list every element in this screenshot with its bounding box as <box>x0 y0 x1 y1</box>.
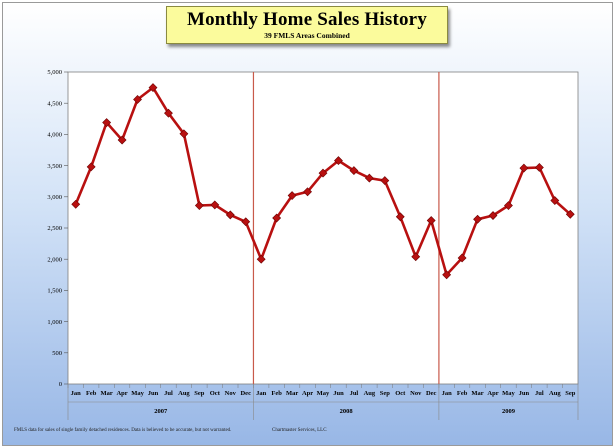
data-point <box>411 252 421 262</box>
data-point <box>380 176 390 186</box>
y-tick-label: 5,000 <box>47 69 62 76</box>
y-tick-label: 1,000 <box>47 319 62 326</box>
data-point <box>395 212 405 222</box>
data-point <box>86 162 96 172</box>
x-tick-label: Oct <box>210 390 221 397</box>
x-tick-label: May <box>131 390 144 397</box>
x-tick-label: Feb <box>271 390 282 397</box>
year-label: 2008 <box>340 408 354 415</box>
y-tick-label: 1,500 <box>47 288 62 295</box>
x-tick-label: Sep <box>380 390 391 397</box>
data-point <box>272 213 282 223</box>
footnote-source: FMLS data for sales of single family det… <box>14 428 232 433</box>
x-tick-label: Jun <box>333 390 344 397</box>
x-tick-label: Apr <box>302 390 313 397</box>
data-point <box>179 129 189 139</box>
data-point <box>364 173 374 183</box>
x-tick-label: Sep <box>565 390 576 397</box>
data-point <box>225 210 235 220</box>
x-tick-label: Sep <box>194 390 205 397</box>
data-point <box>488 211 498 220</box>
data-point <box>117 135 127 145</box>
x-tick-label: May <box>502 390 515 397</box>
data-point <box>303 187 312 197</box>
x-tick-label: Dec <box>426 390 437 397</box>
x-tick-label: Aug <box>364 390 376 397</box>
x-tick-label: Jul <box>350 390 359 397</box>
data-point <box>133 95 142 104</box>
x-tick-label: Mar <box>286 390 298 397</box>
footnote-credit: Chartmaster Services, LLC <box>272 428 327 433</box>
y-tick-label: 0 <box>59 381 62 388</box>
data-point <box>565 209 575 219</box>
x-tick-label: Mar <box>471 390 483 397</box>
data-point <box>71 199 81 209</box>
y-tick-label: 2,000 <box>47 256 62 263</box>
year-label: 2009 <box>502 408 516 415</box>
y-tick-label: 3,000 <box>47 194 62 201</box>
data-point <box>442 270 452 280</box>
data-point <box>210 200 220 210</box>
y-tick-label: 2,500 <box>47 225 62 232</box>
x-tick-label: Jul <box>164 390 173 397</box>
data-point <box>426 216 436 225</box>
data-point <box>457 253 467 263</box>
data-point <box>349 166 359 176</box>
x-tick-label: Dec <box>240 390 251 397</box>
data-point <box>287 191 297 200</box>
x-tick-label: May <box>317 390 330 397</box>
x-tick-label: Nov <box>410 390 422 397</box>
x-tick-label: Oct <box>395 390 406 397</box>
data-point <box>148 83 158 93</box>
plot-background <box>67 71 579 385</box>
data-point <box>334 156 343 166</box>
x-tick-label: Apr <box>487 390 498 397</box>
data-point <box>194 201 204 210</box>
x-tick-label: Nov <box>225 390 237 397</box>
data-point <box>241 217 251 227</box>
chart-title: Monthly Home Sales History <box>186 9 428 30</box>
y-tick-label: 3,500 <box>47 163 62 170</box>
data-point <box>256 254 266 264</box>
data-point <box>504 201 513 210</box>
data-point <box>550 196 560 205</box>
title-box: Monthly Home Sales History 39 FMLS Areas… <box>166 6 448 44</box>
x-tick-label: Mar <box>100 390 112 397</box>
data-point <box>102 118 112 127</box>
x-tick-label: Aug <box>178 390 190 397</box>
x-tick-label: Feb <box>86 390 97 397</box>
x-tick-label: Jan <box>442 390 453 397</box>
data-point <box>534 163 544 172</box>
x-tick-label: Jun <box>148 390 159 397</box>
x-tick-label: Feb <box>457 390 468 397</box>
y-tick-label: 4,500 <box>47 100 62 107</box>
y-tick-label: 500 <box>52 350 62 357</box>
y-tick-label: 4,000 <box>47 132 62 139</box>
x-tick-label: Jul <box>535 390 544 397</box>
x-tick-label: Jun <box>519 390 530 397</box>
x-tick-label: Apr <box>116 390 127 397</box>
x-tick-label: Jan <box>71 390 82 397</box>
data-point <box>519 163 529 173</box>
x-tick-label: Jan <box>256 390 267 397</box>
year-label: 2007 <box>154 408 168 415</box>
chart-subtitle: 39 FMLS Areas Combined <box>264 31 350 40</box>
data-point <box>318 168 328 178</box>
data-point <box>164 108 173 118</box>
data-point <box>473 214 482 224</box>
x-tick-label: Aug <box>549 390 561 397</box>
